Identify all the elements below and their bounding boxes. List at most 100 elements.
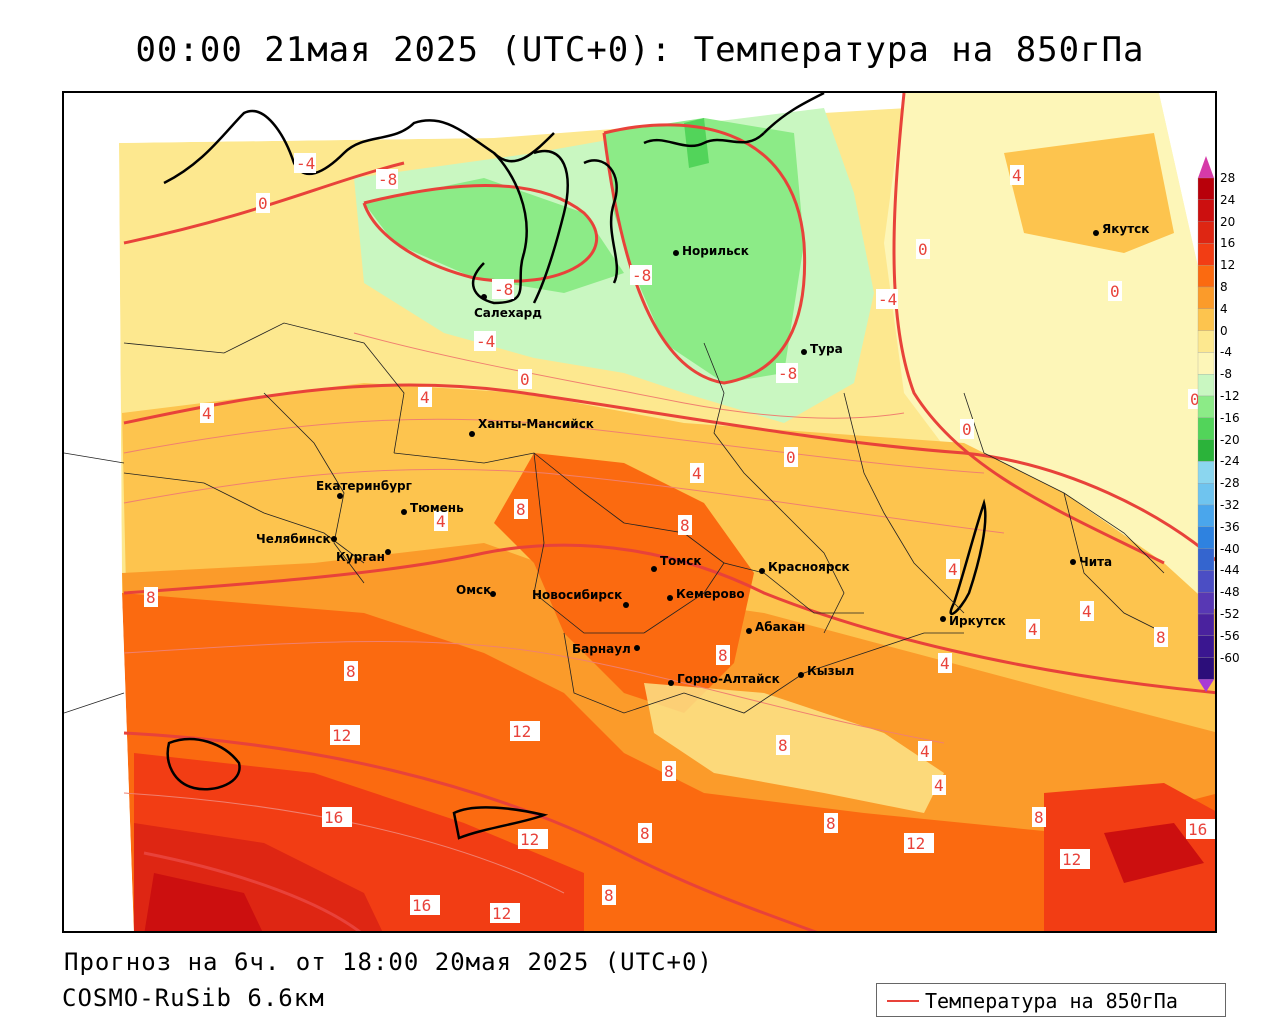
svg-text:-4: -4 (878, 290, 897, 309)
colorbar-tick-label: -44 (1220, 563, 1240, 578)
svg-text:8: 8 (1034, 808, 1044, 827)
svg-text:8: 8 (604, 886, 614, 905)
svg-text:12: 12 (1062, 850, 1081, 869)
colorbar-tick-label: -28 (1220, 476, 1240, 491)
temperature-field (119, 93, 1215, 931)
colorbar-tick-label: 16 (1220, 236, 1236, 251)
svg-text:0: 0 (962, 420, 972, 439)
svg-text:4: 4 (940, 654, 950, 673)
colorbar-swatch (1197, 548, 1215, 571)
city-label-norilsk: Норильск (682, 244, 749, 258)
colorbar-swatch (1197, 352, 1215, 375)
svg-text:-4: -4 (296, 154, 315, 173)
city-label-krasnoyarsk: Красноярск (768, 560, 850, 574)
svg-text:12: 12 (520, 830, 539, 849)
colorbar-swatch (1197, 461, 1215, 484)
city-label-yakutsk: Якутск (1102, 222, 1149, 236)
colorbar-swatch (1197, 395, 1215, 418)
colorbar-tick-label: -24 (1220, 454, 1240, 469)
svg-text:8: 8 (516, 500, 526, 519)
colorbar-tick-label: -40 (1220, 541, 1240, 556)
svg-text:4: 4 (202, 404, 212, 423)
admin-borders (64, 322, 1165, 714)
colorbar-tick-label: -32 (1220, 498, 1240, 512)
svg-text:4: 4 (420, 388, 430, 407)
svg-text:4: 4 (948, 560, 958, 579)
svg-text:8: 8 (664, 762, 674, 781)
colorbar-swatch (1197, 483, 1215, 506)
svg-text:8: 8 (346, 662, 356, 681)
svg-text:0: 0 (786, 448, 796, 467)
svg-text:8: 8 (826, 814, 836, 833)
colorbar-tick-label: 24 (1220, 192, 1236, 207)
colorbar-tick-label: -8 (1220, 367, 1232, 382)
svg-text:0: 0 (1190, 390, 1200, 409)
colorbar-swatch (1197, 330, 1215, 353)
svg-text:4: 4 (1028, 620, 1038, 639)
svg-text:0: 0 (520, 370, 530, 389)
city-label-ekaterinburg: Екатеринбург (316, 479, 412, 493)
colorbar-swatch (1197, 613, 1215, 636)
city-label-tomsk: Томск (660, 554, 702, 568)
colorbar-tick-label: 12 (1220, 258, 1236, 273)
svg-text:12: 12 (512, 722, 531, 741)
colorbar-swatch (1197, 265, 1215, 288)
svg-text:4: 4 (1082, 602, 1092, 621)
svg-text:8: 8 (680, 516, 690, 535)
temperature-colorbar: 28 24 20 16 12 8 4 0 -4 -8 -12 -16 -20 -24 -28 -32 -36 -4… (1196, 156, 1280, 692)
colorbar-tick-label: -4 (1220, 345, 1232, 360)
colorbar-tick-label: 4 (1220, 301, 1228, 316)
colorbar-tick-label: 0 (1220, 323, 1228, 338)
city-label-kyzyl: Кызыл (807, 664, 854, 678)
svg-text:4: 4 (920, 742, 930, 761)
svg-text:-8: -8 (494, 280, 513, 299)
colorbar-swatches (1197, 156, 1215, 692)
isotherm-lines (123, 93, 1215, 931)
svg-text:0: 0 (1110, 282, 1120, 301)
forecast-info: Прогноз на 6ч. от 18:00 20мая 2025 (UTC+… (64, 948, 713, 976)
colorbar-swatch (1197, 504, 1215, 527)
svg-text:-8: -8 (632, 266, 651, 285)
coastlines (163, 93, 987, 840)
svg-text:8: 8 (1156, 628, 1166, 647)
city-label-khanty-mansiysk: Ханты-Мансийск (478, 417, 594, 431)
colorbar-tick-label: -20 (1220, 432, 1240, 447)
colorbar-tick-label: 8 (1220, 280, 1228, 294)
temperature-map[interactable]: -4 -8 0 -8 -8 -4 -8 -4 0 4 0 0 0 4 4 0 0… (62, 91, 1217, 933)
colorbar-swatch (1197, 657, 1215, 680)
city-label-kemerovo: Кемерово (676, 587, 745, 601)
legend-label: Температура на 850гПа (925, 989, 1178, 1013)
colorbar-swatch (1197, 592, 1215, 615)
svg-text:-8: -8 (378, 170, 397, 189)
colorbar-swatch (1197, 308, 1215, 331)
svg-text:8: 8 (778, 736, 788, 755)
isotherm-labels: -4 -8 0 -8 -8 -4 -8 -4 0 4 0 0 0 4 4 0 0… (144, 153, 1215, 923)
colorbar-swatch (1197, 570, 1215, 593)
map-legend: Температура на 850гПа (876, 983, 1226, 1017)
colorbar-swatch (1197, 526, 1215, 549)
map-canvas: -4 -8 0 -8 -8 -4 -8 -4 0 4 0 0 0 4 4 0 0… (64, 93, 1215, 931)
city-label-chita: Чита (1079, 555, 1112, 569)
colorbar-swatch (1197, 177, 1215, 200)
city-label-irkutsk: Иркутск (949, 614, 1006, 628)
colorbar-tick-label: -48 (1220, 585, 1240, 600)
city-label-novosibirsk: Новосибирск (532, 588, 622, 602)
colorbar-swatch (1197, 221, 1215, 244)
thin-isotherm-lines (123, 332, 1005, 894)
colorbar-tick-label: -60 (1220, 650, 1240, 665)
city-label-kurgan: Курган (336, 550, 385, 564)
svg-text:8: 8 (718, 646, 728, 665)
colorbar-tick-label: -56 (1220, 628, 1240, 643)
svg-text:12: 12 (492, 904, 511, 923)
colorbar-swatch (1197, 199, 1215, 222)
city-label-barnaul: Барнаул (572, 642, 631, 656)
colorbar-tick-label: -12 (1220, 389, 1240, 403)
svg-text:4: 4 (692, 464, 702, 483)
city-label-salekhard: Салехард (474, 306, 542, 320)
svg-text:4: 4 (934, 776, 944, 795)
svg-text:4: 4 (1012, 166, 1022, 185)
map-title: 00:00 21мая 2025 (UTC+0): Температура на… (135, 30, 1145, 70)
svg-text:-4: -4 (476, 332, 495, 351)
colorbar-swatch (1197, 286, 1215, 309)
city-label-tyumen: Тюмень (410, 501, 464, 515)
